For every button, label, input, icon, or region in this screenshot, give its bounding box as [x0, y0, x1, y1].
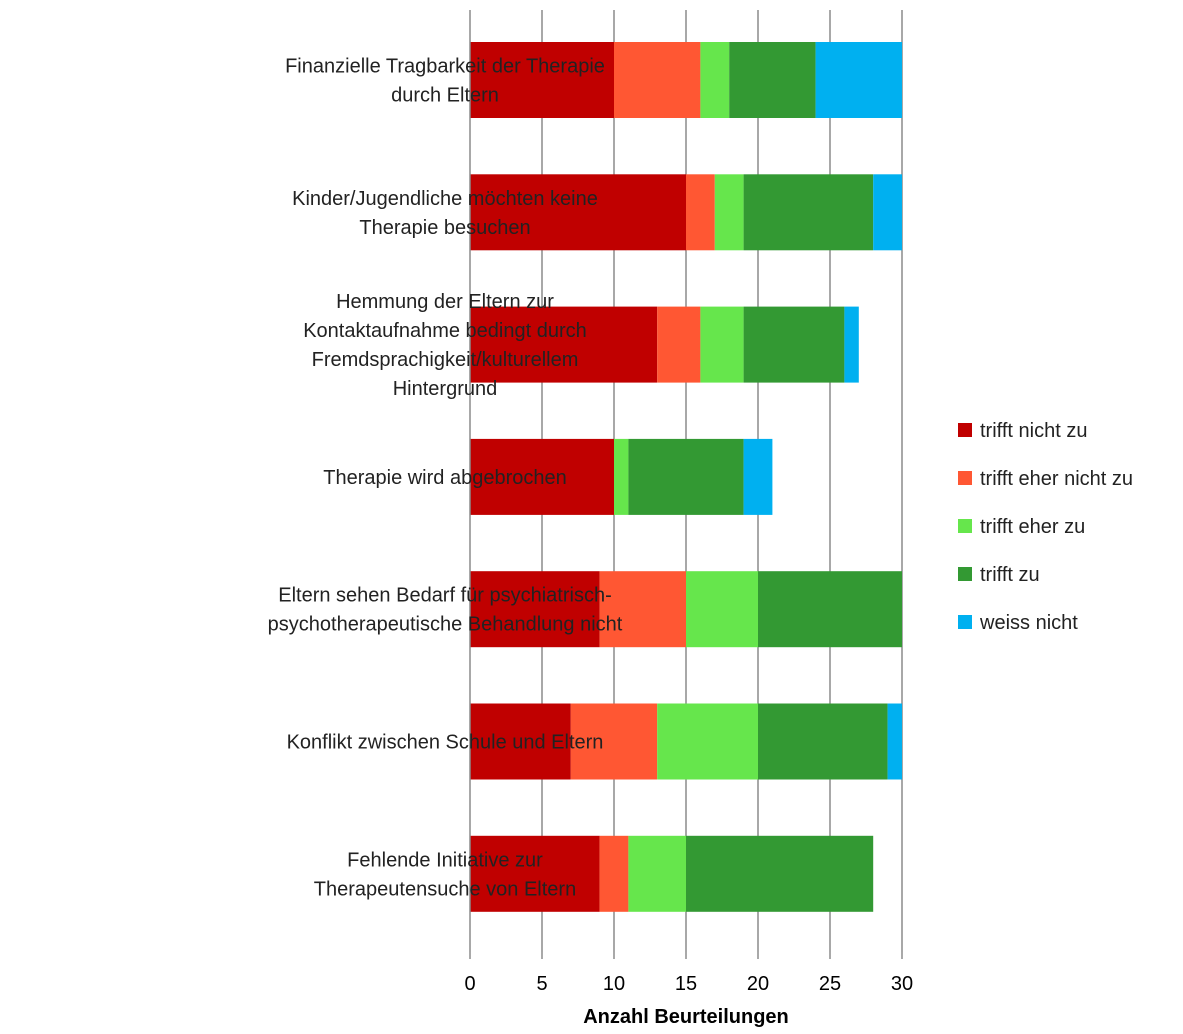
x-axis: 0 5 10 15 20 25 30 [464, 10, 913, 995]
bars [470, 42, 902, 912]
bar-segment [470, 174, 686, 251]
category-label: psychotherapeutische Behandlung nicht [268, 614, 623, 636]
category-label: Fremdsprachigkeit/kulturellem [312, 349, 579, 371]
bar-segment [470, 42, 614, 118]
x-tick-label: 5 [536, 973, 547, 995]
bar-segment [628, 835, 686, 912]
bar-segment [743, 306, 845, 383]
x-tick-label: 10 [603, 973, 625, 995]
bar-segment [686, 835, 874, 912]
category-label: Kinder/Jugendliche möchten keine [292, 188, 598, 210]
category-label: Eltern sehen Bedarf für psychiatrisch- [278, 585, 612, 607]
legend-label: trifft nicht zu [980, 420, 1087, 442]
x-tick-label: 15 [675, 973, 697, 995]
legend-swatch [958, 615, 972, 629]
legend: trifft nicht zu trifft eher nicht zu triff… [958, 420, 1133, 634]
x-tick-label: 20 [747, 973, 769, 995]
bar-segment [714, 174, 744, 251]
legend-swatch [958, 519, 972, 533]
bar-segment [815, 42, 902, 118]
bar-segment [628, 438, 744, 515]
legend-swatch [958, 567, 972, 581]
legend-label: trifft eher nicht zu [980, 468, 1133, 490]
bar-segment [729, 42, 816, 118]
x-tick-label: 25 [819, 973, 841, 995]
bar-segment [758, 703, 888, 780]
category-label: Finanzielle Tragbarkeit der Therapie [285, 56, 605, 78]
bar-segment [470, 306, 658, 383]
bar-segment [700, 42, 730, 118]
category-label: Fehlende Initiative zur [347, 849, 543, 871]
bar-segment [470, 438, 614, 515]
category-labels: Finanzielle Tragbarkeit der Therapie durc… [268, 56, 623, 901]
legend-swatch [958, 471, 972, 485]
category-label: Hintergrund [393, 378, 498, 400]
bar-segment [470, 703, 571, 780]
legend-label: trifft eher zu [980, 516, 1085, 538]
bar-segment [599, 835, 629, 912]
bar-segment [873, 174, 902, 251]
x-tick-label: 30 [891, 973, 913, 995]
category-label: Konflikt zwischen Schule und Eltern [287, 732, 604, 754]
category-label: Kontaktaufnahme bedingt durch [303, 320, 587, 342]
x-tick-label: 0 [464, 973, 475, 995]
bar-segment [686, 571, 758, 648]
category-label: Therapie wird abgebrochen [323, 467, 567, 489]
bar-segment [470, 835, 600, 912]
legend-label: trifft zu [980, 564, 1040, 586]
legend-label: weiss nicht [979, 612, 1078, 634]
category-label: Therapeutensuche von Eltern [314, 878, 576, 900]
bar-segment [657, 703, 758, 780]
bar-segment [743, 438, 773, 515]
category-label: Therapie besuchen [359, 217, 530, 239]
bar-segment [599, 571, 686, 648]
bar-segment [887, 703, 902, 780]
bar-segment [844, 306, 859, 383]
bar-segment [614, 438, 629, 515]
bar-segment [470, 571, 600, 648]
bar-segment [700, 306, 744, 383]
bar-segment [614, 42, 701, 118]
bar-segment [657, 306, 701, 383]
bar-segment [686, 174, 715, 251]
bar-segment [570, 703, 658, 780]
category-label: durch Eltern [391, 85, 499, 107]
bar-segment [758, 571, 902, 648]
bar-segment [743, 174, 874, 251]
x-axis-label: Anzahl Beurteilungen [583, 1006, 789, 1028]
category-label: Hemmung der Eltern zur [336, 291, 554, 313]
legend-swatch [958, 423, 972, 437]
